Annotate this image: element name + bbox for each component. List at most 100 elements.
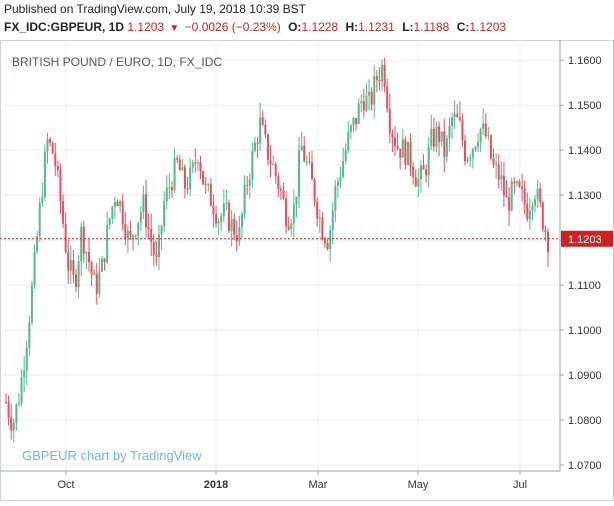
chart-area[interactable]: 1.16001.15001.14001.13001.12001.11001.10… [0, 40, 614, 501]
candle-down [362, 88, 365, 118]
candle-body [95, 274, 98, 294]
candle-down [194, 148, 197, 173]
candle-down [378, 67, 381, 91]
candle-up [33, 244, 36, 289]
candle-body [103, 258, 106, 263]
candle-body [373, 76, 376, 105]
candle-up [451, 112, 454, 140]
candle-body [191, 162, 194, 168]
candle-body [209, 184, 212, 206]
candle-body [100, 258, 103, 272]
candle-body [38, 202, 41, 237]
candle-up [158, 224, 161, 271]
candle-up [173, 147, 176, 193]
candle-body [443, 131, 446, 157]
candle-body [344, 149, 347, 162]
candle-up [534, 194, 537, 213]
candle-down [62, 194, 65, 229]
high-value: 1.1231 [358, 20, 395, 34]
candle-body [150, 229, 153, 243]
time-tick-label: Jul [513, 479, 527, 491]
candle-body [440, 131, 443, 142]
candle-body [49, 139, 52, 143]
candle-body [492, 158, 495, 166]
candle-body [391, 133, 394, 138]
open-value: 1.1228 [301, 20, 339, 34]
candle-up [253, 136, 256, 153]
candle-body [451, 117, 454, 127]
candle-body [220, 216, 223, 222]
candle-body [77, 261, 80, 287]
candle-up [295, 196, 298, 218]
candle-up [528, 197, 531, 230]
candle-down [256, 136, 259, 158]
candle-body [10, 417, 13, 431]
candle-down [279, 185, 282, 200]
price-axis[interactable]: 1.16001.15001.14001.13001.12001.11001.10… [559, 40, 613, 472]
candle-body [207, 184, 210, 186]
candle-body [106, 224, 109, 263]
candle-down [212, 194, 215, 228]
candle-body [75, 274, 78, 287]
candle-up [191, 159, 194, 174]
candle-down [422, 154, 425, 170]
candle-body [357, 103, 360, 124]
candle-up [474, 145, 477, 152]
candle-up [137, 221, 140, 246]
price-tick-label: 1.1000 [568, 325, 602, 337]
candle-body [196, 162, 199, 164]
candle-up [427, 137, 430, 188]
candle-down [523, 180, 526, 215]
candle-up [430, 114, 433, 151]
time-axis[interactable]: Oct 2018 Mar May Jul [0, 470, 560, 491]
candle-body [334, 185, 337, 211]
candle-body [181, 167, 184, 171]
candle-body [108, 218, 111, 225]
candle-body [399, 148, 402, 158]
candle-body [365, 95, 368, 111]
price-tick-label: 1.1300 [568, 190, 602, 202]
candle-down [155, 240, 158, 266]
candle-body [269, 160, 272, 165]
candle-body [28, 322, 31, 348]
candle-up [41, 182, 44, 207]
price-tick-label: 1.1600 [568, 55, 602, 67]
last-price: 1.1203 [127, 20, 165, 34]
candle-body [430, 128, 433, 147]
candle-up [30, 280, 33, 325]
candle-up [46, 132, 49, 164]
candlestick-chart[interactable]: 1.16001.15001.14001.13001.12001.11001.10… [0, 40, 614, 501]
candle-up [248, 173, 251, 199]
candle-body [183, 167, 186, 189]
candle-down [308, 151, 311, 165]
candle-body [116, 201, 119, 207]
candle-down [186, 176, 189, 195]
candle-body [225, 202, 228, 204]
candle-up [368, 79, 371, 111]
candle-body [176, 158, 179, 160]
candle-body [482, 123, 485, 129]
candle-body [360, 101, 363, 104]
candle-down [266, 133, 269, 166]
candle-up [298, 137, 301, 209]
candle-up [240, 211, 243, 239]
candle-down [505, 180, 508, 198]
candle-up [339, 167, 342, 189]
candle-body [30, 285, 33, 323]
candle-up [500, 161, 503, 191]
candle-up [440, 131, 443, 147]
candle-up [196, 159, 199, 172]
candle-up [482, 108, 485, 136]
candle-body [331, 210, 334, 231]
candle-down [484, 113, 487, 139]
candle-body [453, 113, 456, 118]
candle-body [497, 164, 500, 180]
candle-up [38, 197, 41, 242]
candle-body [438, 126, 441, 142]
candle-down [56, 160, 59, 177]
candle-up [515, 179, 518, 187]
candle-down [456, 104, 459, 118]
candle-up [25, 340, 28, 386]
candle-up [134, 234, 137, 240]
candle-body [396, 145, 399, 149]
